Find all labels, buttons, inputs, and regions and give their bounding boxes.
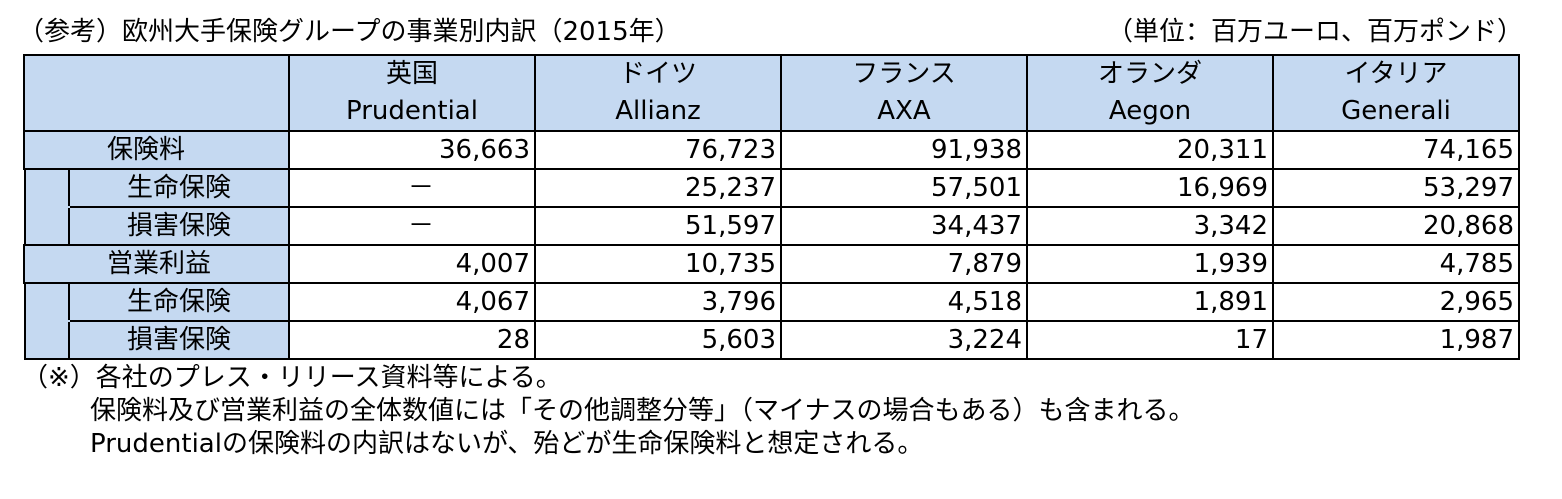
header-company: AXA	[780, 93, 1027, 132]
footnotes: （※）各社のプレス・リリース資料等による。 保険料及び営業利益の全体数値には「そ…	[22, 362, 1194, 461]
table-row: 損害保険 － 51,597 34,437 3,342 20,868	[24, 207, 1520, 246]
value-cell: 4,007	[288, 245, 535, 284]
value-cell: 74,165	[1272, 131, 1520, 170]
table-title: （参考）欧州大手保険グループの事業別内訳（2015年）	[18, 17, 681, 47]
indent-strip	[24, 208, 70, 244]
value-cell: 20,311	[1026, 131, 1273, 170]
value-cell: 1,939	[1026, 245, 1273, 284]
table-row: 損害保険 28 5,603 3,224 17 1,987	[24, 321, 1520, 360]
value-cell: －	[288, 207, 535, 246]
value-cell: 3,342	[1026, 207, 1273, 246]
table-row: 営業利益 4,007 10,735 7,879 1,939 4,785	[23, 245, 1520, 284]
value-cell: 5,603	[534, 321, 781, 360]
indent-strip	[24, 284, 70, 322]
value-cell: 91,938	[780, 131, 1027, 170]
header-country: オランダ	[1026, 54, 1273, 93]
value-cell: 3,224	[780, 321, 1027, 360]
title-row: （参考）欧州大手保険グループの事業別内訳（2015年） （単位：百万ユーロ、百万…	[18, 12, 1523, 52]
value-cell: 34,437	[780, 207, 1027, 246]
header-corner	[23, 54, 289, 132]
value-cell: 7,879	[780, 245, 1027, 284]
value-cell: 4,785	[1272, 245, 1520, 284]
header-company: Allianz	[534, 93, 781, 132]
value-cell: 1,987	[1272, 321, 1520, 360]
value-cell: 36,663	[288, 131, 535, 170]
value-cell: 76,723	[534, 131, 781, 170]
row-label: 損害保険	[24, 321, 289, 360]
value-cell: 3,796	[534, 283, 781, 322]
table-row: 生命保険 － 25,237 57,501 16,969 53,297	[24, 169, 1520, 208]
value-cell: 10,735	[534, 245, 781, 284]
value-cell: 16,969	[1026, 169, 1273, 208]
value-cell: 28	[288, 321, 535, 360]
header-row-country: 英国 ドイツ フランス オランダ イタリア	[23, 54, 1520, 132]
row-label: 営業利益	[23, 245, 289, 284]
row-label: 生命保険	[24, 283, 289, 322]
row-label: 保険料	[23, 131, 289, 170]
value-cell: 25,237	[534, 169, 781, 208]
insurance-breakdown-table: 英国 ドイツ フランス オランダ イタリア Prudential Allianz…	[23, 54, 1520, 360]
footnote: （※）各社のプレス・リリース資料等による。	[22, 363, 562, 393]
row-label: 生命保険	[24, 169, 289, 208]
value-cell: 51,597	[534, 207, 781, 246]
header-country: ドイツ	[534, 54, 781, 93]
value-cell: 53,297	[1272, 169, 1520, 208]
header-company: Aegon	[1026, 93, 1273, 132]
table-row: 保険料 36,663 76,723 91,938 20,311 74,165	[23, 131, 1520, 170]
unit-label: （単位：百万ユーロ、百万ポンド）	[1106, 17, 1523, 47]
value-cell: 1,891	[1026, 283, 1273, 322]
value-cell: 17	[1026, 321, 1273, 360]
header-company: Prudential	[288, 93, 535, 132]
header-country: フランス	[780, 54, 1027, 93]
value-cell: 4,067	[288, 283, 535, 322]
footnote: 保険料及び営業利益の全体数値には「その他調整分等」（マイナスの場合もある）も含ま…	[90, 396, 1195, 426]
header-country: イタリア	[1272, 54, 1520, 93]
value-cell: 20,868	[1272, 207, 1520, 246]
value-cell: 4,518	[780, 283, 1027, 322]
header-company: Generali	[1272, 93, 1520, 132]
value-cell: 57,501	[780, 169, 1027, 208]
header-row-company: Prudential Allianz AXA Aegon Generali	[24, 93, 1520, 132]
table-row: 生命保険 4,067 3,796 4,518 1,891 2,965	[24, 283, 1520, 322]
value-cell: －	[288, 169, 535, 208]
value-cell: 2,965	[1272, 283, 1520, 322]
header-country: 英国	[288, 54, 535, 93]
indent-strip	[24, 170, 70, 208]
row-label: 損害保険	[24, 207, 289, 246]
footnote: Prudentialの保険料の内訳はないが、殆どが生命保険料と想定される。	[90, 429, 924, 459]
indent-strip	[24, 322, 70, 358]
